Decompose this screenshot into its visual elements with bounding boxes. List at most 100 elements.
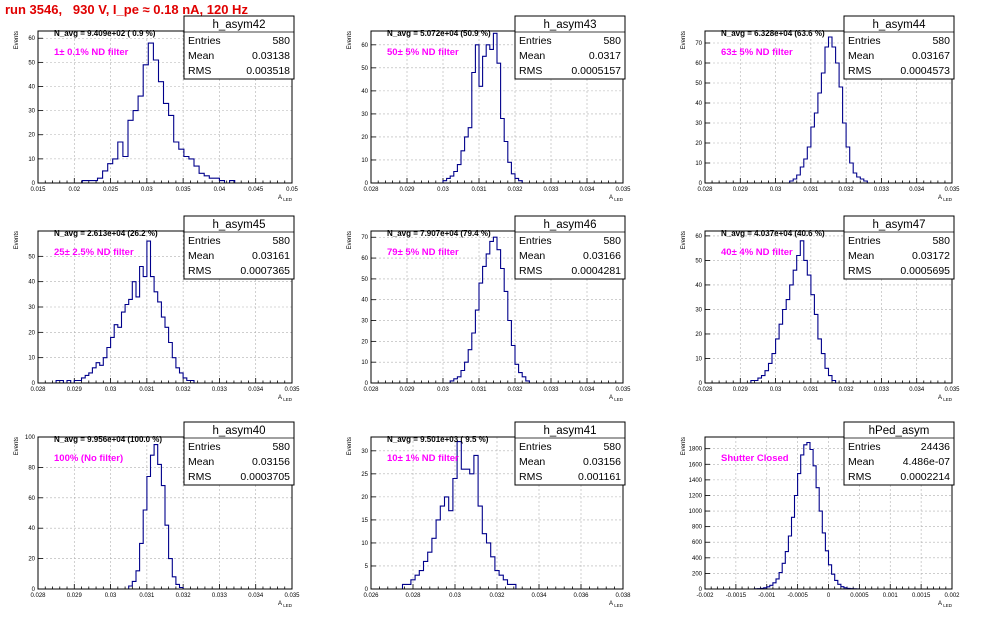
x-tick-label: 0.029: [399, 387, 415, 393]
y-tick-label: 40: [695, 283, 702, 289]
filter-annotation: 50± 5% ND filter: [387, 47, 459, 58]
y-tick-label: 0: [365, 587, 369, 593]
x-tick-label: 0.028: [30, 387, 46, 393]
x-tick-label: 0.035: [944, 187, 960, 193]
y-tick-label: 0: [699, 181, 703, 187]
y-tick-label: 20: [28, 330, 35, 336]
x-tick-label: 0.034: [579, 187, 595, 193]
x-tick-label: 0.029: [399, 187, 415, 193]
x-tick-label: 0.03: [449, 593, 461, 599]
stat-histogram-name: h_asym41: [543, 425, 596, 437]
histogram-line: [753, 441, 866, 590]
x-tick-label: -0.0005: [787, 593, 808, 599]
stat-value: 0.03166: [583, 250, 621, 262]
plot-frame: [37, 30, 293, 184]
x-tick-label: 0.002: [944, 593, 960, 599]
filter-annotation: 79± 5% ND filter: [387, 247, 459, 258]
filter-annotation: 40± 4% ND filter: [721, 247, 793, 258]
histogram-line: [128, 444, 187, 590]
stat-label: Mean: [519, 456, 545, 468]
y-tick-label: 40: [28, 526, 35, 532]
navg-annotation: N_avg = 5.072e+04 (50.9 %): [387, 29, 491, 38]
stat-value: 0.03138: [252, 50, 290, 62]
stat-value: 4.486e-07: [903, 456, 950, 468]
y-tick-label: 1000: [689, 509, 703, 515]
x-axis-title: A LED: [278, 195, 293, 202]
x-tick-label: 0.031: [139, 593, 155, 599]
navg-annotation: N_avg = 4.037e+04 (40.6 %): [721, 229, 825, 238]
x-tick-label: 0.0005: [850, 593, 869, 599]
y-tick-label: 60: [695, 234, 702, 240]
y-tick-label: 10: [361, 158, 368, 164]
y-tick-label: 600: [692, 540, 703, 546]
x-axis-title: A LED: [609, 601, 624, 608]
y-tick-label: 50: [361, 66, 368, 72]
navg-annotation: N_avg = 9.956e+04 (100.0 %): [54, 435, 162, 444]
stat-value: 580: [272, 235, 290, 247]
stat-label: Entries: [519, 35, 552, 47]
y-tick-label: 800: [692, 525, 703, 531]
stat-value: 580: [932, 35, 950, 47]
x-axis-title: A LED: [609, 395, 624, 402]
x-tick-label: -0.001: [758, 593, 776, 599]
stat-value: 0.0007365: [240, 265, 290, 277]
y-tick-label: 5: [365, 564, 369, 570]
x-tick-label: 0.035: [615, 387, 631, 393]
stat-histogram-name: hPed_asym: [869, 425, 930, 437]
y-tick-label: 10: [28, 157, 35, 163]
x-tick-label: 0.035: [615, 187, 631, 193]
x-tick-label: 0.035: [284, 593, 300, 599]
stat-value: 0.03167: [912, 50, 950, 62]
x-tick-label: 0.0015: [912, 593, 931, 599]
x-tick-label: 0.028: [363, 187, 379, 193]
stat-label: Mean: [188, 250, 214, 262]
x-tick-label: 0.032: [489, 593, 505, 599]
stat-label: RMS: [519, 471, 542, 483]
stat-histogram-name: h_asym44: [872, 19, 926, 31]
x-tick-label: 0.034: [248, 593, 264, 599]
y-tick-label: 20: [361, 339, 368, 345]
stat-value: 0.0004573: [900, 65, 950, 77]
x-tick-label: 0.033: [874, 187, 890, 193]
x-tick-label: 0.031: [471, 387, 487, 393]
y-tick-label: 1200: [689, 493, 703, 499]
stat-label: RMS: [848, 265, 871, 277]
x-tick-label: 0.034: [909, 187, 925, 193]
y-tick-label: 70: [361, 235, 368, 241]
stat-label: RMS: [848, 65, 871, 77]
y-tick-label: 200: [692, 571, 703, 577]
x-tick-label: -0.002: [696, 593, 714, 599]
stat-value: 580: [603, 441, 621, 453]
y-tick-label: 10: [695, 356, 702, 362]
histogram-line: [789, 36, 871, 184]
x-tick-label: 0.001: [883, 593, 899, 599]
stat-label: Mean: [188, 50, 214, 62]
stat-label: RMS: [188, 265, 211, 277]
filter-annotation: 100% (No filter): [54, 453, 123, 464]
stat-label: Mean: [848, 250, 874, 262]
y-tick-label: 40: [695, 101, 702, 107]
stat-value: 0.0002214: [900, 471, 950, 483]
plot-frame: [370, 230, 624, 384]
y-tick-label: 50: [695, 258, 702, 264]
stat-value: 0.03172: [912, 250, 950, 262]
y-axis-title: Events: [14, 231, 20, 249]
x-tick-label: 0.034: [909, 387, 925, 393]
y-tick-label: 0: [32, 381, 36, 387]
y-tick-label: 20: [28, 557, 35, 563]
y-tick-label: 30: [361, 449, 368, 455]
y-tick-label: 50: [361, 277, 368, 283]
plot-frame: [370, 436, 624, 590]
y-tick-label: 60: [361, 256, 368, 262]
y-tick-label: 1800: [689, 447, 703, 453]
x-tick-label: 0.035: [176, 187, 192, 193]
x-tick-label: 0.026: [363, 593, 379, 599]
y-axis-title: Events: [14, 437, 20, 455]
stat-value: 0.03161: [252, 250, 290, 262]
stat-value: 0.003518: [246, 65, 290, 77]
y-tick-label: 25: [361, 472, 368, 478]
histogram-pad-hPed_asym: -0.002 -0.0015 -0.001 -0.0005 0 0.0005 0.001 0.…: [681, 421, 960, 608]
x-tick-label: 0.015: [30, 187, 46, 193]
plot-frame: [37, 436, 293, 590]
y-tick-label: 20: [695, 141, 702, 147]
